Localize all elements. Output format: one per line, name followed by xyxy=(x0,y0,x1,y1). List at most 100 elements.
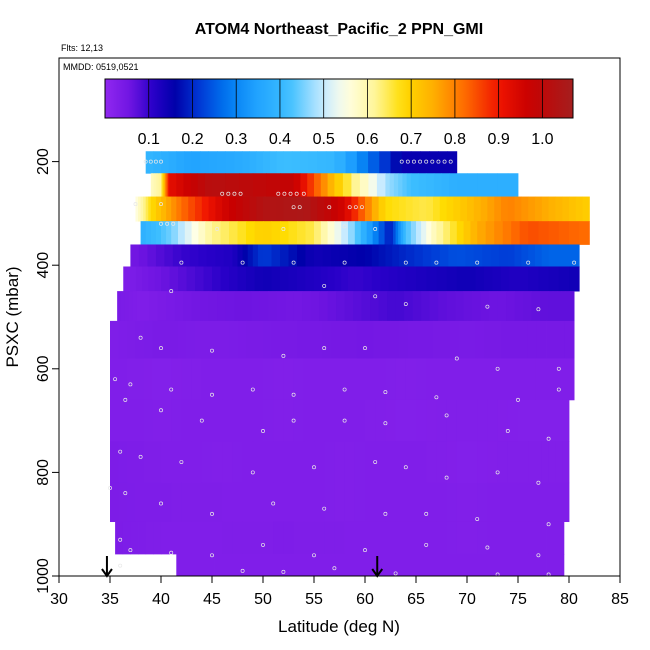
sample-point xyxy=(546,572,551,576)
heatmap-cell xyxy=(283,553,294,576)
heatmap-cell xyxy=(531,291,541,322)
sample-point xyxy=(159,221,163,226)
heatmap-cell xyxy=(365,244,373,267)
heatmap-cell xyxy=(186,266,196,292)
heatmap-cell xyxy=(314,521,325,555)
heatmap-cell xyxy=(242,196,250,222)
heatmap-cell xyxy=(518,266,529,292)
heatmap-cell xyxy=(140,291,150,322)
heatmap-cell xyxy=(528,358,537,401)
heatmap-cell xyxy=(118,482,128,523)
sample-point xyxy=(281,353,286,358)
heatmap-cell xyxy=(477,553,488,576)
sample-point xyxy=(444,475,449,480)
heatmap-cell xyxy=(426,482,437,523)
heatmap-cell xyxy=(263,244,272,267)
heatmap-cell xyxy=(450,320,459,359)
heatmap-cell xyxy=(132,291,138,322)
heatmap-cell xyxy=(446,482,458,523)
heatmap-cell xyxy=(336,291,345,322)
heatmap-cell xyxy=(302,291,311,322)
heatmap-cell xyxy=(293,399,305,442)
sample-point xyxy=(572,260,577,265)
heatmap-cell xyxy=(293,553,305,576)
heatmap-cell xyxy=(232,399,243,442)
heatmap-cell xyxy=(293,358,305,401)
heatmap-cell xyxy=(555,399,563,442)
heatmap-cell xyxy=(499,244,509,267)
heatmap-cell xyxy=(135,196,139,222)
heatmap-cell xyxy=(307,173,315,197)
sample-point xyxy=(412,159,416,164)
heatmap-cell xyxy=(252,399,264,442)
heatmap-cell xyxy=(426,553,437,576)
heatmap-cell xyxy=(212,399,223,442)
heatmap-cell xyxy=(161,521,172,555)
sample-point xyxy=(444,413,449,418)
heatmap-cell xyxy=(263,441,274,484)
heatmap-cell xyxy=(327,266,335,292)
heatmap-cell xyxy=(365,482,376,523)
heatmap-cell xyxy=(405,266,417,292)
sample-point xyxy=(454,356,459,361)
heatmap-cell xyxy=(293,482,305,523)
heatmap-cell xyxy=(344,358,356,401)
heatmap-cell xyxy=(456,244,466,267)
heatmap-cell xyxy=(405,196,413,222)
heatmap-cell xyxy=(130,521,139,555)
heatmap-cell xyxy=(365,320,374,359)
heatmap-cell xyxy=(303,196,311,222)
heatmap-cell xyxy=(178,221,186,245)
heatmap-cell xyxy=(234,291,243,322)
heatmap-cell xyxy=(324,441,335,484)
sample-point xyxy=(536,480,541,485)
heatmap-cell xyxy=(283,196,291,222)
heatmap-cell xyxy=(410,221,417,245)
heatmap-cell xyxy=(257,244,264,267)
heatmap-cell xyxy=(303,358,315,401)
sample-point xyxy=(148,159,153,164)
heatmap-cell xyxy=(439,196,447,222)
heatmap-cell xyxy=(242,482,254,523)
heatmap-cell xyxy=(222,482,233,523)
heatmap-cell xyxy=(124,291,130,322)
heatmap-cell xyxy=(467,320,476,359)
heatmap-cell xyxy=(252,553,264,576)
heatmap-cell xyxy=(535,441,543,484)
heatmap-cell xyxy=(456,266,468,292)
heatmap-cell xyxy=(188,196,196,222)
heatmap-cell xyxy=(148,196,152,222)
heatmap-cell xyxy=(455,291,464,322)
heatmap-cell xyxy=(416,358,427,401)
heatmap-cell xyxy=(145,221,152,245)
heatmap-cell xyxy=(161,266,170,292)
sample-point xyxy=(210,392,214,397)
heatmap-cell xyxy=(285,291,294,322)
heatmap-cell xyxy=(220,266,230,292)
sample-point xyxy=(118,563,123,568)
heatmap-cell xyxy=(273,358,284,401)
sample-point xyxy=(383,511,388,516)
heatmap-cell xyxy=(280,173,294,197)
heatmap-cell xyxy=(365,358,376,401)
heatmap-cell xyxy=(412,291,422,322)
colorbar: 0.1 0.2 0.3 0.4 0.5 0.6 0.7 0.8 0.9 1.0 xyxy=(104,78,574,148)
sample-point xyxy=(291,392,296,397)
heatmap-cell xyxy=(426,221,432,245)
heatmap-cell xyxy=(324,399,335,442)
heatmap-cell xyxy=(497,173,509,197)
heatmap-cell xyxy=(280,244,289,267)
heatmap-cell xyxy=(263,482,274,523)
heatmap-cell xyxy=(518,553,529,576)
heatmap-cell xyxy=(353,291,362,322)
heatmap-cell xyxy=(492,266,502,292)
heatmap-cell xyxy=(528,221,539,245)
heatmap-cell xyxy=(385,399,396,442)
heatmap-cell xyxy=(138,244,148,267)
heatmap-cell xyxy=(314,173,322,197)
heatmap-cell xyxy=(546,553,553,576)
heatmap-cell xyxy=(407,320,417,359)
heatmap-cell xyxy=(395,553,407,576)
heatmap-cell xyxy=(334,553,345,576)
y-axis: 200 400 600 800 1000 xyxy=(35,148,59,594)
